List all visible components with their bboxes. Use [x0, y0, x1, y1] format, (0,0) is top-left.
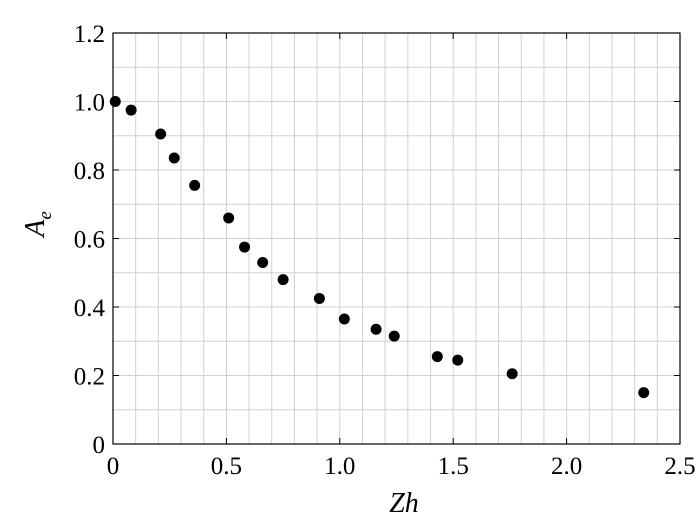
x-tick-labels: 0 0.5 1.0 1.5 2.0 2.5: [107, 453, 696, 480]
x-axis-label: Zh: [389, 488, 419, 519]
data-point: [168, 152, 180, 164]
data-point: [155, 128, 167, 140]
data-point: [338, 313, 350, 325]
y-tick-label: 1.0: [74, 90, 105, 117]
y-axis-label: Ae: [20, 211, 56, 239]
grid: [113, 33, 680, 444]
data-point: [452, 354, 464, 366]
x-tick-label: 1.0: [324, 453, 355, 480]
data-points: [109, 96, 650, 399]
plot-area-frame: [112, 32, 681, 445]
y-axis-label-main: A: [20, 219, 51, 239]
data-point: [239, 241, 251, 253]
x-tick-label: 0: [107, 453, 120, 480]
y-tick-label: 0: [93, 432, 106, 459]
y-tick-label: 0.4: [74, 295, 106, 322]
data-point: [223, 212, 235, 224]
y-tick-label: 0.8: [74, 158, 105, 185]
data-point: [109, 96, 121, 107]
data-point: [125, 104, 137, 116]
data-point: [431, 351, 443, 363]
data-point: [189, 179, 201, 191]
data-point: [506, 368, 518, 380]
data-point: [370, 323, 382, 335]
svg-text:Ae: Ae: [20, 211, 56, 239]
x-tick-label: 1.5: [438, 453, 469, 480]
data-point: [313, 292, 325, 304]
y-tick-label: 0.2: [74, 364, 105, 391]
data-point: [638, 387, 650, 399]
y-tick-label: 1.2: [74, 21, 105, 48]
data-point: [388, 330, 400, 342]
y-axis-label-subscript: e: [35, 211, 56, 219]
x-tick-label: 2.5: [664, 453, 695, 480]
x-tick-label: 2.0: [551, 453, 582, 480]
x-tick-label: 0.5: [211, 453, 242, 480]
data-point: [277, 274, 289, 286]
y-tick-label: 0.6: [74, 227, 105, 254]
data-point: [257, 256, 269, 268]
y-tick-labels: 0 0.2 0.4 0.6 0.8 1.0 1.2: [74, 21, 106, 459]
